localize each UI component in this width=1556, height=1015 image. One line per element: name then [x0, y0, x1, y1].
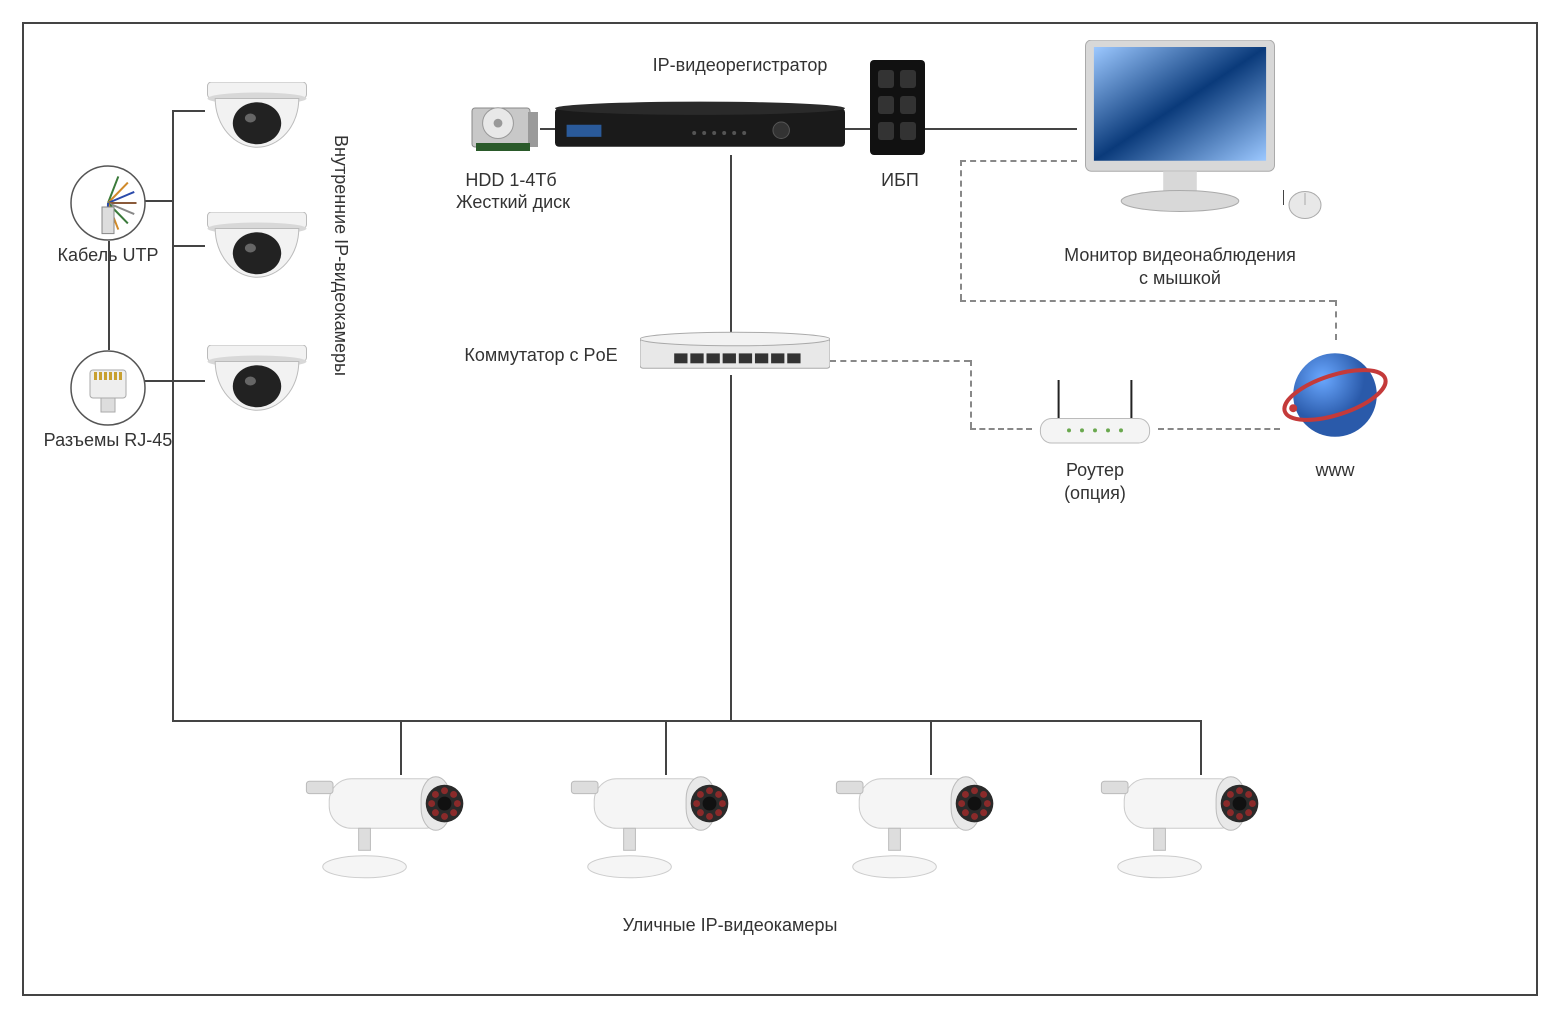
dash-www-to-monitor-v2 [960, 160, 962, 300]
line-switch-down [730, 375, 732, 720]
poe-switch-icon [640, 330, 830, 375]
line-cams-to-bottom [172, 380, 174, 721]
line-bullet4-stub [1200, 720, 1202, 775]
dash-www-to-monitor-h2 [960, 160, 1077, 162]
label-hdd-1: HDD 1-4Тб [446, 170, 576, 191]
label-indoor-cameras: Внутренние IP-видеокамеры [330, 90, 351, 420]
dash-switch-to-router-h1 [830, 360, 970, 362]
router-icon [1030, 380, 1160, 450]
www-globe-icon [1280, 340, 1390, 450]
rj45-connector-icon [70, 350, 146, 426]
line-bullet3-stub [930, 720, 932, 775]
line-bullet2-stub [665, 720, 667, 775]
hdd-icon [470, 100, 540, 155]
line-bullet1-stub [400, 720, 402, 775]
dash-switch-to-router-h2 [970, 428, 1032, 430]
diagram-frame [22, 22, 1538, 996]
dash-www-to-monitor-h [960, 300, 1335, 302]
label-switch: Коммутатор с PoE [446, 345, 636, 366]
bullet-camera-4-icon [1090, 770, 1280, 880]
dash-router-to-www [1158, 428, 1280, 430]
label-monitor-1: Монитор видеонаблюдения [1030, 245, 1330, 266]
label-outdoor-cameras: Уличные IP-видеокамеры [590, 915, 870, 936]
line-utp-to-rj45 [108, 241, 110, 350]
label-monitor-2: с мышкой [1110, 268, 1250, 289]
label-hdd-2: Жесткий диск [438, 192, 588, 213]
dash-switch-to-router-v [970, 360, 972, 428]
ups-icon [870, 60, 925, 155]
label-www: www [1300, 460, 1370, 481]
dome-camera-1-icon [202, 82, 312, 157]
label-router-2: (опция) [1045, 483, 1145, 504]
dome-camera-3-icon [202, 345, 312, 420]
nvr-icon [555, 100, 845, 155]
dome-camera-2-icon [202, 212, 312, 287]
line-ups-to-monitor [924, 128, 1077, 130]
bullet-camera-1-icon [295, 770, 485, 880]
line-nvr-to-ups [843, 128, 870, 130]
diagram-canvas: Кабель UTP Разъемы RJ-45 Внутренние IP-в… [0, 0, 1556, 1015]
line-nvr-to-switch [730, 155, 732, 332]
label-router-1: Роутер [1050, 460, 1140, 481]
mouse-icon [1285, 190, 1325, 220]
line-utp-stub [143, 200, 172, 202]
label-ups: ИБП [870, 170, 930, 191]
line-cam3-stub [172, 380, 205, 382]
monitor-icon [1075, 40, 1285, 215]
dash-www-to-monitor-v [1335, 300, 1337, 340]
bullet-camera-2-icon [560, 770, 750, 880]
utp-cable-icon [70, 165, 146, 241]
line-cam1-stub [172, 110, 205, 112]
line-rj45-stub [143, 380, 172, 382]
label-rj45: Разъемы RJ-45 [28, 430, 188, 451]
label-nvr: IP-видеорегистратор [630, 55, 850, 76]
line-bottom-bus [172, 720, 1200, 722]
bullet-camera-3-icon [825, 770, 1015, 880]
line-cam2-stub [172, 245, 205, 247]
